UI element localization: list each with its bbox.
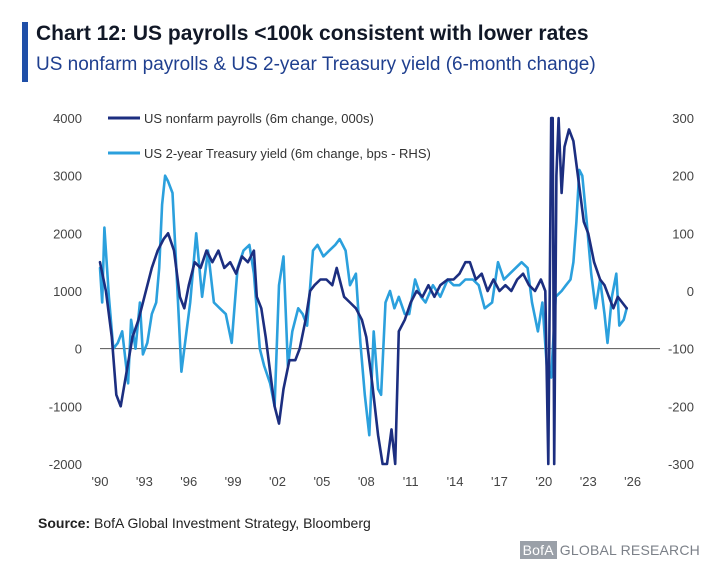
source-note: Source: BofA Global Investment Strategy,… — [38, 515, 371, 531]
x-tick-label: '08 — [358, 474, 375, 489]
source-label: Source: — [38, 515, 91, 531]
right-tick-label: 0 — [687, 284, 694, 299]
right-tick-label: 200 — [672, 169, 694, 184]
source-text: BofA Global Investment Strategy, Bloombe… — [90, 515, 371, 531]
title-accent-bar — [22, 22, 28, 82]
legend-label: US nonfarm payrolls (6m change, 000s) — [144, 111, 374, 126]
left-tick-label: 4000 — [53, 111, 82, 126]
x-tick-label: '05 — [313, 474, 330, 489]
left-tick-label: -1000 — [49, 399, 82, 414]
legend: US nonfarm payrolls (6m change, 000s) US … — [108, 111, 431, 161]
left-tick-label: -2000 — [49, 457, 82, 472]
right-tick-label: 100 — [672, 226, 694, 241]
x-tick-label: '99 — [225, 474, 242, 489]
right-tick-label: -300 — [668, 457, 694, 472]
right-tick-label: -200 — [668, 399, 694, 414]
brand-logo: BofA — [519, 541, 557, 559]
right-tick-label: 300 — [672, 111, 694, 126]
payrolls-series-line — [98, 116, 628, 466]
x-tick-label: '96 — [180, 474, 197, 489]
x-tick-label: '02 — [269, 474, 286, 489]
right-axis: 300 200 100 0 -100 -200 -300 — [668, 111, 694, 472]
left-tick-label: 3000 — [53, 169, 82, 184]
x-tick-label: '11 — [403, 474, 419, 489]
brand-mark: BofA GLOBAL RESEARCH — [519, 541, 700, 559]
chart-subtitle: US nonfarm payrolls & US 2-year Treasury… — [36, 54, 596, 75]
left-axis: 4000 3000 2000 1000 0 -1000 -2000 — [49, 111, 82, 472]
left-tick-label: 2000 — [53, 226, 82, 241]
x-tick-label: '20 — [535, 474, 552, 489]
brand-text: GLOBAL RESEARCH — [559, 542, 700, 558]
x-tick-label: '17 — [491, 474, 508, 489]
x-tick-label: '90 — [92, 474, 109, 489]
x-tick-label: '23 — [580, 474, 597, 489]
chart-title: Chart 12: US payrolls <100k consistent w… — [36, 22, 589, 45]
x-tick-label: '26 — [624, 474, 641, 489]
legend-label: US 2-year Treasury yield (6m change, bps… — [144, 146, 431, 161]
right-tick-label: -100 — [668, 342, 694, 357]
x-axis: '90 '93 '96 '99 '02 '05 '08 '11 '14 '17 '20 '23 '26 — [92, 474, 642, 489]
left-tick-label: 0 — [75, 342, 82, 357]
left-tick-label: 1000 — [53, 284, 82, 299]
series-lines — [98, 116, 628, 466]
x-tick-label: '93 — [136, 474, 153, 489]
x-tick-label: '14 — [447, 474, 464, 489]
